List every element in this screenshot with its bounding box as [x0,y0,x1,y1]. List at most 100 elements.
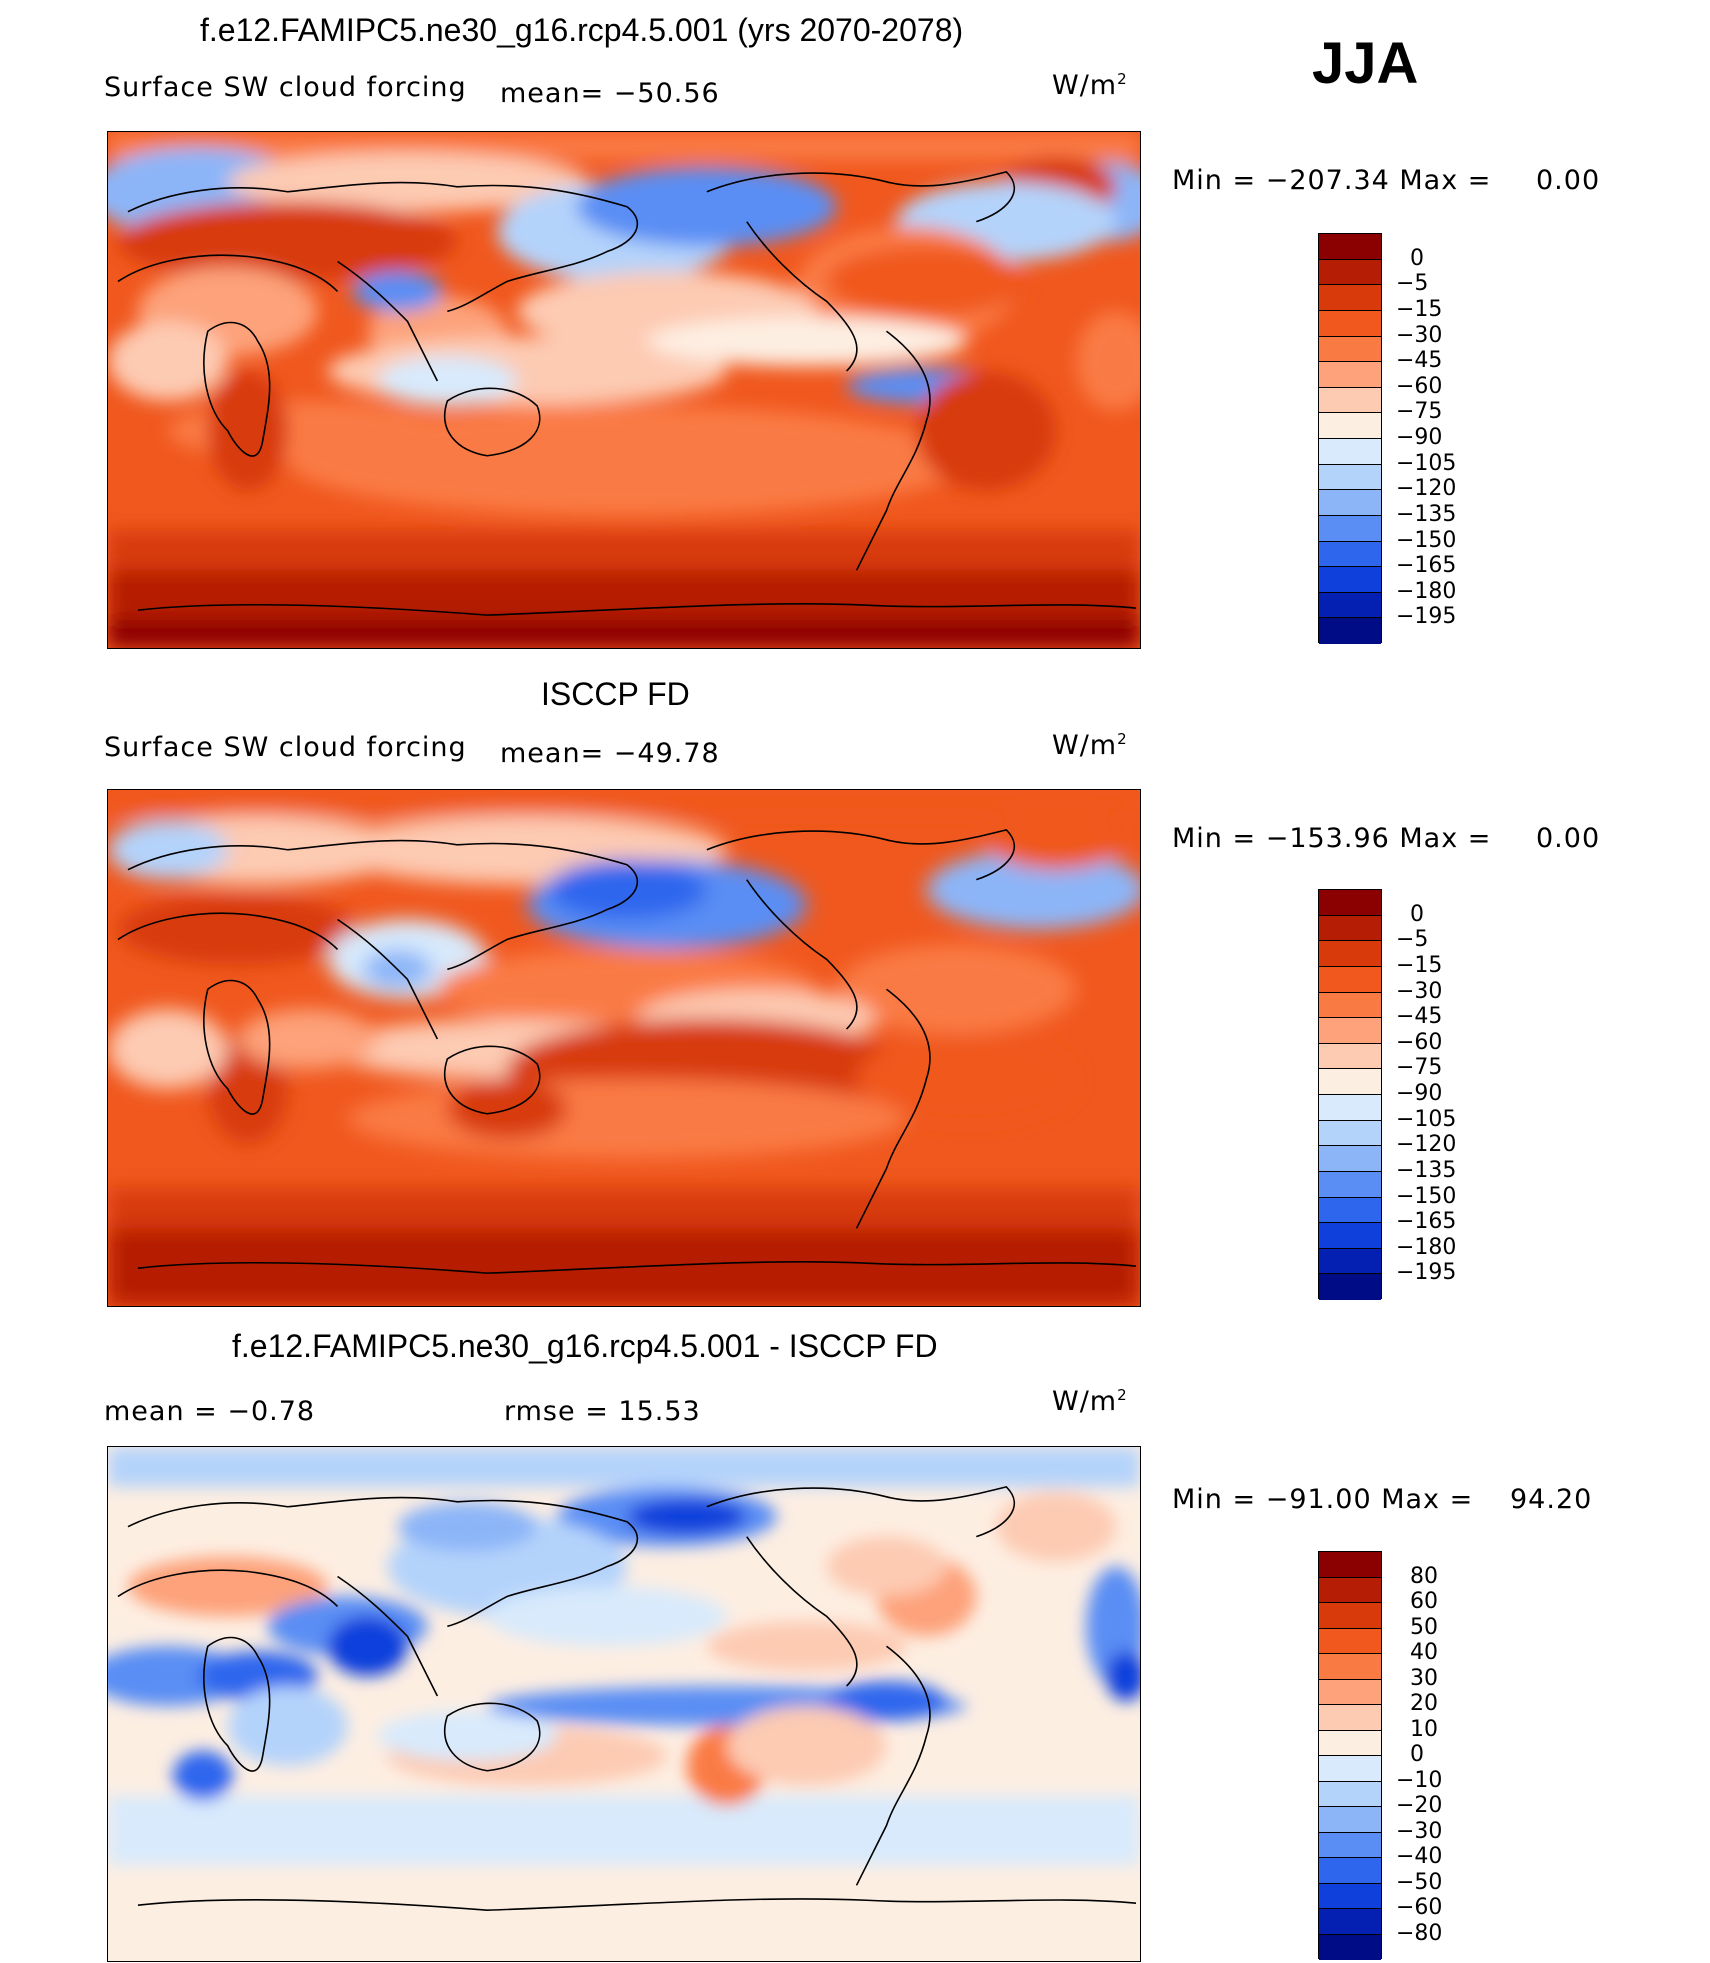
colorbar-swatch [1319,1883,1381,1909]
colorbar-swatch [1319,1577,1381,1603]
colorbar-swatch [1319,362,1381,388]
colorbar-tick-label: −120 [1396,476,1457,502]
colorbar-swatch [1319,234,1381,260]
panel1-max-value: 0.00 [1536,165,1601,196]
colorbar-swatch [1319,1171,1381,1198]
colorbar-swatch [1319,1552,1381,1578]
colorbar-tick-label: −165 [1396,1209,1457,1235]
panel2-map [107,789,1141,1307]
panel2-coastlines [117,828,1137,1274]
colorbar-tick-label: −105 [1396,1106,1457,1132]
panel2-title: ISCCP FD [541,676,690,712]
panel1-map [107,131,1141,649]
colorbar-tick-label: −30 [1396,1818,1443,1844]
colorbar-tick-label: −180 [1396,578,1457,604]
units-superscript: 2 [1117,1386,1128,1404]
panel2-left-label: Surface SW cloud forcing [104,732,467,763]
colorbar-tick-label: −120 [1396,1132,1457,1158]
units-text: W/m [1052,70,1118,101]
colorbar-swatch [1319,890,1381,916]
colorbar-tick-label: −5 [1396,927,1429,953]
panel2-map-field [108,790,1140,1306]
colorbar-tick-label: −90 [1396,425,1443,450]
panel1-units: W/m2 [1052,70,1128,101]
colorbar-swatch [1319,387,1381,414]
colorbar-tick-label: 20 [1410,1691,1438,1716]
colorbar-swatch [1319,1095,1381,1121]
colorbar-swatch [1319,567,1381,593]
colorbar-tick-label: −135 [1396,501,1457,527]
colorbar-swatch [1319,1654,1381,1680]
colorbar-tick-label: −15 [1396,952,1443,978]
panel3-max-value: 94.20 [1510,1484,1593,1515]
colorbar-swatch [1319,413,1381,439]
colorbar-swatch [1319,1603,1381,1629]
panel1-minmax-label: Min = −207.34 Max = [1172,165,1492,196]
colorbar-swatch [1319,515,1381,542]
colorbar-tick-label: −10 [1396,1767,1443,1793]
colorbar-tick-label: −75 [1396,399,1443,425]
colorbar-swatch [1319,285,1381,311]
colorbar-swatch [1319,941,1381,967]
colorbar-tick-label: −180 [1396,1234,1457,1260]
colorbar-tick-label: −150 [1396,527,1457,553]
colorbar-swatch [1319,490,1381,516]
colorbar-swatch [1319,1628,1381,1654]
colorbar-swatch [1319,1274,1381,1300]
panel1-title: f.e12.FAMIPC5.ne30_g16.rcp4.5.001 (yrs 2… [200,12,964,48]
panel3-mean-label: mean = −0.78 [104,1396,316,1427]
colorbar-swatch [1319,1705,1381,1731]
colorbar-tick-label: −30 [1396,322,1443,348]
colorbar-tick-label: 0 [1410,901,1424,927]
panel1-colorbar [1318,233,1382,644]
season-label: JJA [1312,31,1419,96]
colorbar-tick-label: −45 [1396,348,1443,374]
panel2-colorbar [1318,889,1382,1300]
colorbar-tick-label: −60 [1396,1029,1443,1055]
colorbar-swatch [1319,1069,1381,1095]
units-superscript: 2 [1117,70,1128,88]
panel2-minmax-label: Min = −153.96 Max = [1172,823,1492,854]
colorbar-tick-label: −5 [1396,271,1429,297]
panel3-coastlines [117,1485,1137,1911]
colorbar-swatch [1319,1730,1381,1756]
colorbar-swatch [1319,464,1381,491]
panel1-mean-label: mean= −50.56 [500,78,720,109]
colorbar-swatch [1319,592,1381,619]
colorbar-swatch [1319,310,1381,337]
colorbar-tick-label: −90 [1396,1081,1443,1106]
panel3-units: W/m2 [1052,1386,1128,1417]
panel2-mean-label: mean= −49.78 [500,738,720,769]
colorbar-tick-label: −40 [1396,1844,1443,1869]
colorbar-tick-label: −60 [1396,373,1443,399]
colorbar-tick-label: 40 [1410,1640,1438,1665]
colorbar-swatch [1319,1807,1381,1833]
panel3-map-field [108,1447,1140,1961]
colorbar-tick-label: 0 [1410,245,1424,271]
colorbar-swatch [1319,1679,1381,1705]
panel1-coastlines [117,170,1137,616]
colorbar-tick-label: −195 [1396,604,1457,630]
panel1-left-label: Surface SW cloud forcing [104,72,467,103]
colorbar-swatch [1319,1832,1381,1858]
colorbar-swatch [1319,1043,1381,1070]
colorbar-swatch [1319,439,1381,465]
colorbar-swatch [1319,1018,1381,1044]
colorbar-tick-label: 0 [1410,1742,1424,1767]
panel2-units: W/m2 [1052,730,1128,761]
colorbar-tick-label: −20 [1396,1793,1443,1818]
colorbar-swatch [1319,541,1381,568]
colorbar-tick-label: −165 [1396,553,1457,579]
colorbar-swatch [1319,1756,1381,1782]
colorbar-tick-label: −195 [1396,1260,1457,1286]
panel1-map-field [108,132,1140,648]
colorbar-tick-label: −150 [1396,1183,1457,1209]
colorbar-tick-label: −50 [1396,1869,1443,1895]
colorbar-tick-label: 50 [1410,1614,1438,1640]
colorbar-tick-label: −45 [1396,1004,1443,1030]
colorbar-swatch [1319,1909,1381,1935]
colorbar-swatch [1319,336,1381,363]
colorbar-tick-label: −30 [1396,978,1443,1004]
colorbar-tick-label: −75 [1396,1055,1443,1081]
colorbar-tick-label: −135 [1396,1157,1457,1183]
